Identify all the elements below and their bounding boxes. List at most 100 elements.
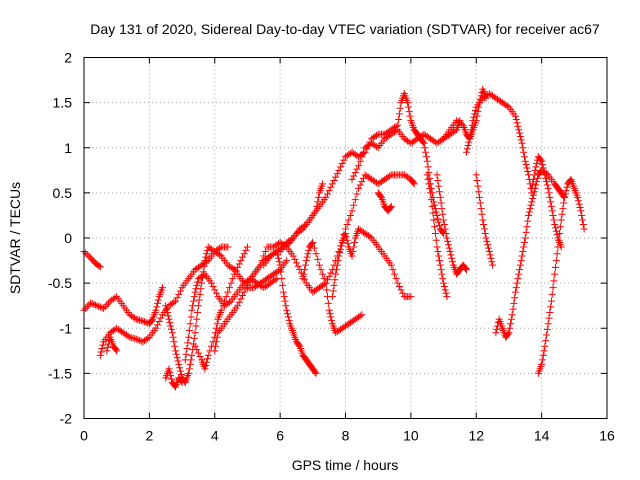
- data-point: [337, 242, 345, 250]
- y-tick-label: -1: [60, 320, 73, 336]
- data-point: [300, 270, 308, 278]
- data-point: [172, 350, 180, 358]
- data-point: [472, 117, 480, 125]
- data-point: [234, 263, 242, 271]
- data-point: [538, 356, 546, 364]
- data-point: [172, 347, 180, 355]
- x-tick-labels: 0 2 4 6 8 10 12 14 16: [80, 428, 615, 444]
- data-point: [435, 188, 443, 196]
- data-point: [404, 99, 412, 107]
- data-point: [516, 266, 524, 274]
- data-point: [222, 293, 230, 301]
- data-point: [103, 301, 111, 309]
- data-point: [511, 112, 519, 120]
- data-point: [203, 250, 211, 258]
- data-point: [196, 352, 204, 360]
- data-point: [103, 347, 111, 355]
- data-point: [523, 164, 531, 172]
- data-point: [302, 257, 310, 265]
- data-point: [488, 258, 496, 266]
- data-point: [440, 216, 448, 224]
- data-point: [260, 252, 268, 260]
- data-point: [309, 239, 317, 247]
- data-point: [373, 131, 381, 139]
- data-point: [514, 275, 522, 283]
- data-point: [292, 259, 300, 267]
- data-point: [435, 222, 443, 230]
- data-point: [203, 258, 211, 266]
- data-point: [170, 298, 178, 306]
- data-point: [395, 283, 403, 291]
- series-track-16: [374, 189, 395, 215]
- data-point: [337, 245, 345, 253]
- data-point: [139, 317, 147, 325]
- data-point: [540, 347, 548, 355]
- data-point: [202, 253, 210, 261]
- data-point: [550, 277, 558, 285]
- data-point: [288, 235, 296, 243]
- data-point: [350, 239, 358, 247]
- data-point: [489, 261, 497, 269]
- data-point: [324, 299, 332, 307]
- data-point: [336, 249, 344, 257]
- data-point: [474, 182, 482, 190]
- data-point: [144, 334, 152, 342]
- data-point: [481, 229, 489, 237]
- data-point: [344, 240, 352, 248]
- data-point: [436, 261, 444, 269]
- data-point: [194, 278, 202, 286]
- data-point: [356, 157, 364, 165]
- data-point: [509, 305, 517, 313]
- data-point: [482, 94, 490, 102]
- data-point: [276, 261, 284, 269]
- data-point: [285, 316, 293, 324]
- data-point: [545, 189, 553, 197]
- data-point: [188, 351, 196, 359]
- data-point: [312, 369, 320, 377]
- data-point: [325, 306, 333, 314]
- data-point: [207, 279, 215, 287]
- data-point: [438, 270, 446, 278]
- data-point: [485, 244, 493, 252]
- y-tick-label: 2: [64, 50, 72, 66]
- data-point: [165, 315, 173, 323]
- data-point: [237, 295, 245, 303]
- data-point: [162, 302, 170, 310]
- data-point: [423, 171, 431, 179]
- data-point: [475, 103, 483, 111]
- data-point: [552, 257, 560, 265]
- data-point: [99, 341, 107, 349]
- data-point: [301, 222, 309, 230]
- data-point: [433, 171, 441, 179]
- data-point: [299, 275, 307, 283]
- data-point: [561, 190, 569, 198]
- data-point: [277, 268, 285, 276]
- data-point: [422, 148, 430, 156]
- data-point: [85, 252, 93, 260]
- data-point: [430, 216, 438, 224]
- data-point: [526, 205, 534, 213]
- data-point: [83, 251, 91, 259]
- data-point: [155, 317, 163, 325]
- data-point: [332, 270, 340, 278]
- series-track-10: [243, 171, 418, 296]
- data-point: [289, 252, 297, 260]
- data-point: [153, 303, 161, 311]
- data-point: [96, 351, 104, 359]
- data-point: [556, 223, 564, 231]
- data-point: [168, 329, 176, 337]
- data-point: [480, 225, 488, 233]
- data-point: [189, 302, 197, 310]
- data-point: [101, 303, 109, 311]
- data-point: [445, 244, 453, 252]
- data-point: [87, 299, 95, 307]
- data-point: [322, 193, 330, 201]
- series-track-24: [528, 153, 565, 251]
- x-tick-label: 16: [599, 428, 615, 444]
- data-point: [176, 287, 184, 295]
- data-point: [317, 266, 325, 274]
- y-tick-label: -2: [60, 411, 73, 427]
- data-point: [212, 289, 220, 297]
- data-point: [476, 95, 484, 103]
- data-point: [171, 342, 179, 350]
